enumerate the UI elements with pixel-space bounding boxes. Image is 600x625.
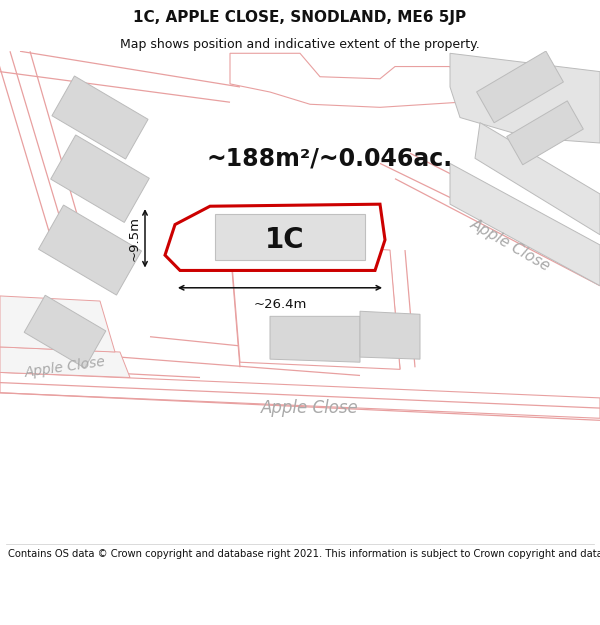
- Text: Apple Close: Apple Close: [23, 355, 106, 380]
- Polygon shape: [0, 372, 600, 418]
- Polygon shape: [230, 240, 400, 369]
- Polygon shape: [38, 205, 142, 295]
- Polygon shape: [215, 214, 365, 260]
- Polygon shape: [450, 53, 600, 143]
- Polygon shape: [475, 122, 600, 235]
- Text: Contains OS data © Crown copyright and database right 2021. This information is : Contains OS data © Crown copyright and d…: [8, 549, 600, 559]
- Text: ~26.4m: ~26.4m: [253, 298, 307, 311]
- Text: 1C: 1C: [265, 226, 305, 254]
- Polygon shape: [270, 316, 360, 362]
- Polygon shape: [50, 135, 149, 222]
- Polygon shape: [0, 347, 130, 378]
- Polygon shape: [52, 76, 148, 159]
- Text: ~9.5m: ~9.5m: [128, 216, 141, 261]
- Text: Apple Close: Apple Close: [261, 399, 359, 417]
- Polygon shape: [450, 163, 600, 286]
- Text: Apple Close: Apple Close: [467, 216, 553, 274]
- Text: Map shows position and indicative extent of the property.: Map shows position and indicative extent…: [120, 39, 480, 51]
- Polygon shape: [24, 295, 106, 368]
- Polygon shape: [0, 296, 115, 352]
- Text: 1C, APPLE CLOSE, SNODLAND, ME6 5JP: 1C, APPLE CLOSE, SNODLAND, ME6 5JP: [133, 10, 467, 25]
- Polygon shape: [506, 101, 583, 165]
- Polygon shape: [476, 51, 563, 122]
- Text: ~188m²/~0.046ac.: ~188m²/~0.046ac.: [207, 146, 453, 170]
- Polygon shape: [360, 311, 420, 359]
- Polygon shape: [165, 204, 385, 271]
